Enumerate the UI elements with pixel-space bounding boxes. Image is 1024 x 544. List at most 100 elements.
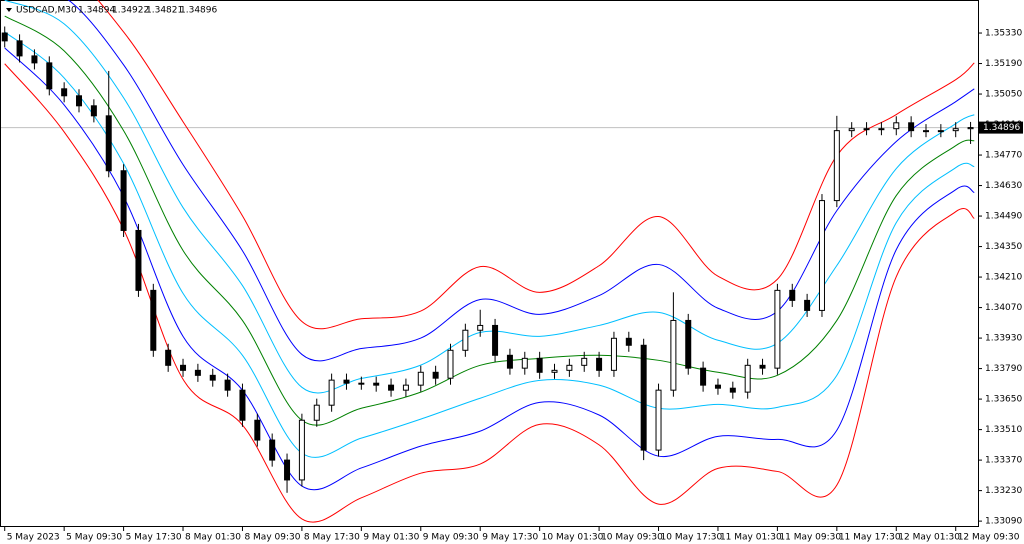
x-tick-label: 8 May 17:30 [304,533,360,543]
y-tick-label: 1.35330 [985,29,1022,39]
candle-body [878,128,885,131]
candle-body [269,439,276,461]
candle-body [343,379,350,384]
y-tick-label: 1.34350 [985,242,1022,252]
band-line [4,0,975,394]
candle-body [165,349,172,366]
x-tick-label: 12 May 09:30 [958,533,1020,543]
price-label-box [979,121,1023,134]
candle-body [209,374,216,381]
x-tick-label: 10 May 09:30 [601,533,663,543]
candle-body [804,299,811,311]
x-tick-label: 5 May 17:30 [126,533,182,543]
price-label: 1.34896 [983,123,1020,133]
y-tick-label: 1.33090 [985,517,1022,527]
candle-body [506,354,513,369]
candle-body [848,128,855,132]
candle-body [16,40,23,57]
band-line [67,0,975,362]
candle-body [194,369,201,376]
band-line [4,31,975,458]
candle-body [31,55,38,64]
candle-body [536,357,543,373]
x-tick-label: 8 May 09:30 [244,533,300,543]
candle-body [417,371,424,386]
y-tick-label: 1.33930 [985,334,1022,344]
candle-body [863,128,870,131]
x-tick-label: 5 May 2023 [7,533,60,543]
candle-body [298,419,305,481]
y-tick-label: 1.34210 [985,273,1022,283]
candle-body [729,387,736,393]
candle-body [254,419,261,441]
candle-body [789,289,796,301]
candle-body [952,128,959,132]
x-tick-label: 11 May 17:30 [839,533,901,543]
candle-body [239,389,246,421]
open-value: 1.34894 [78,6,115,16]
candle-body [135,229,142,291]
candle-body [700,367,707,386]
high-value: 1.34922 [112,6,149,16]
candle-body [328,379,335,406]
plot-layer [1,0,978,523]
menu-icon[interactable] [6,8,12,12]
y-tick-label: 1.33510 [985,425,1022,435]
y-tick-label: 1.33230 [985,486,1022,496]
y-tick-label: 1.34070 [985,303,1022,313]
y-tick-label: 1.34770 [985,151,1022,161]
x-tick-label: 10 May 01:30 [542,533,604,543]
candle-body [521,357,528,369]
candle-body [388,384,395,391]
candle-body [596,357,603,371]
x-tick-label: 9 May 09:30 [423,533,479,543]
candle-body [670,319,677,391]
x-tick-label: 10 May 17:30 [661,533,723,543]
candle-body [492,324,499,356]
candle-body [908,122,915,132]
candle-body [759,364,766,369]
y-tick-label: 1.34490 [985,212,1022,222]
candle-body [224,379,231,391]
candle-body [477,324,484,331]
candle-body [967,127,974,130]
x-tick-label: 12 May 01:30 [898,533,960,543]
candle-body [937,130,944,133]
candle-body [447,349,454,379]
candle-body [640,344,647,451]
candle-body [625,337,632,346]
candle-body [61,88,68,97]
x-tick-label: 8 May 01:30 [185,533,241,543]
candle-body [358,382,365,385]
close-value: 1.34896 [180,6,217,16]
y-tick-label: 1.33790 [985,364,1022,374]
candle-body [105,115,112,172]
candle-body [432,371,439,379]
candle-body [120,170,127,231]
candle-body [402,384,409,391]
symbol: USDCAD,M30 [16,6,77,16]
candle-body [180,364,187,371]
y-tick-label: 1.33650 [985,395,1022,405]
candle-body [46,62,53,90]
candle-body [610,337,617,371]
candle-body [744,364,751,393]
candle-body [566,364,573,371]
candle-body [1,32,8,42]
y-tick-label: 1.35190 [985,59,1022,69]
candle-body [655,389,662,451]
band-line [4,47,975,491]
candle-body [818,200,825,311]
x-tick-label: 11 May 09:30 [779,533,841,543]
candle-body [90,105,97,117]
candle-body [551,369,558,373]
y-tick-label: 1.34630 [985,181,1022,191]
candle-body [581,357,588,366]
candle-body [284,459,291,481]
candle-body [373,382,380,386]
candle-body [150,289,157,351]
candle-body [685,319,692,369]
candle-body [833,130,840,202]
x-tick-label: 5 May 09:30 [66,533,122,543]
